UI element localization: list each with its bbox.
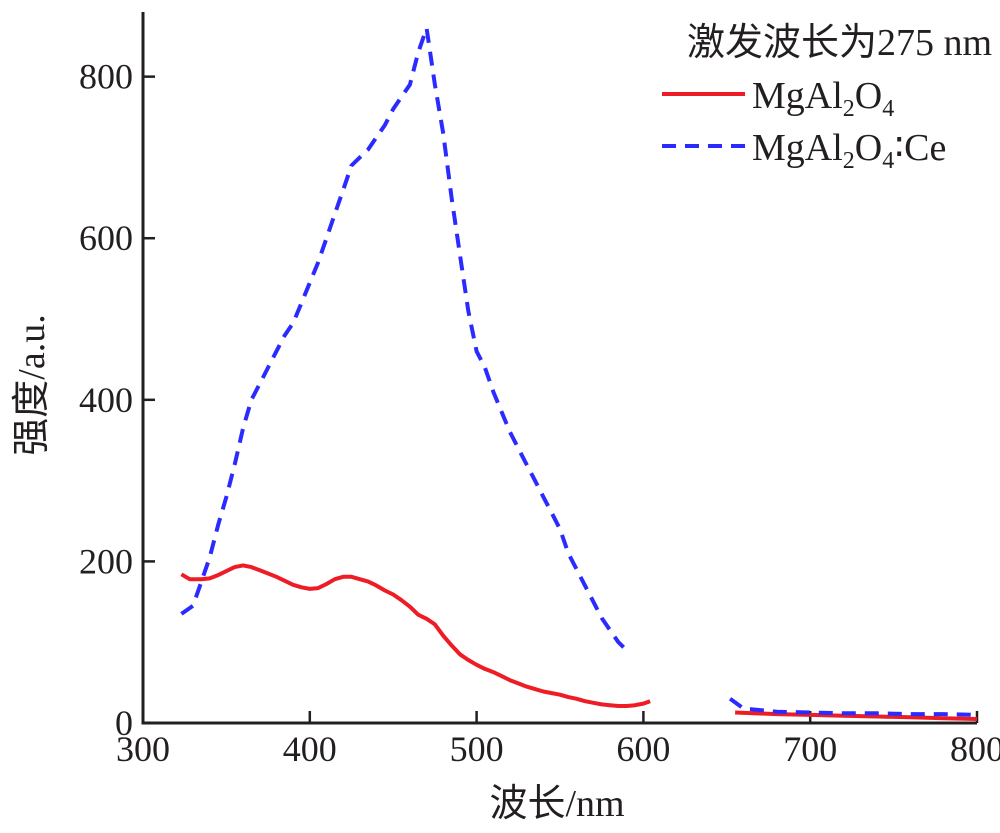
series-layer <box>180 26 978 721</box>
legend-label-mgal2o4: MgAl2O4 <box>752 75 894 122</box>
series-line-mgal2o4-ce-segment-1 <box>180 26 629 652</box>
y-tick-label: 600 <box>79 218 133 258</box>
x-tick-label: 300 <box>116 729 170 769</box>
x-axis-title: 波长/nm <box>489 783 624 825</box>
legend-label-mgal2o4-ce: MgAl2O4∶Ce <box>752 127 946 174</box>
y-axis-title: 强度/a.u. <box>11 314 53 455</box>
x-tick-label: 600 <box>616 729 670 769</box>
y-tick-label: 800 <box>79 57 133 97</box>
series-line-mgal2o4-ce-segment-2 <box>728 697 978 717</box>
y-tick-label: 200 <box>79 541 133 581</box>
legend: 激发波长为275 nm MgAl2O4 MgAl2O4∶Ce <box>662 22 992 174</box>
y-tick-label: 0 <box>115 703 133 743</box>
x-tick-label: 500 <box>450 729 504 769</box>
series-line-mgal2o4-segment-1 <box>180 563 651 708</box>
x-tick-label: 700 <box>783 729 837 769</box>
x-tick-label: 800 <box>950 729 1000 769</box>
x-tick-label: 400 <box>283 729 337 769</box>
series-line-mgal2o4-segment-2 <box>735 710 978 721</box>
y-tick-label: 400 <box>79 380 133 420</box>
axes: 300 400 500 600 700 800 0 200 400 600 800 <box>79 12 1000 769</box>
legend-title: 激发波长为275 nm <box>687 22 992 64</box>
